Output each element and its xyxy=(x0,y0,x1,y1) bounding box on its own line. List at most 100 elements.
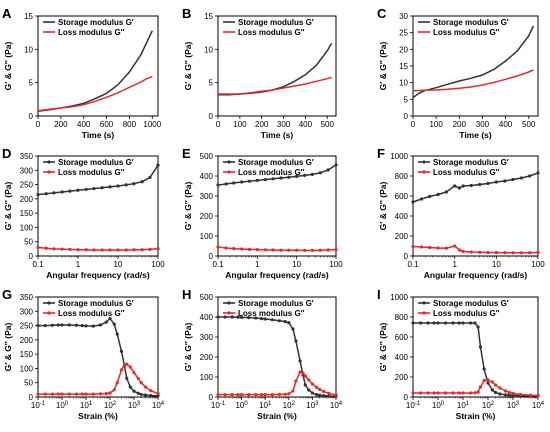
data-point xyxy=(139,381,143,385)
data-point xyxy=(156,163,160,167)
panel-d: D 0.1 1 10 100 0 50 100 150 200 250 300 350 Angular f… xyxy=(2,146,165,280)
data-point xyxy=(418,391,423,395)
data-point xyxy=(60,323,64,327)
data-point xyxy=(528,174,532,178)
data-point xyxy=(334,393,338,397)
data-point xyxy=(119,349,124,353)
panel-letter: E xyxy=(182,146,191,161)
x-axis-label: Angular frequency (rad/s) xyxy=(46,270,150,280)
series-line-loss xyxy=(217,246,337,252)
data-point xyxy=(125,376,129,381)
legend-marker xyxy=(422,311,426,315)
data-point xyxy=(518,392,523,397)
data-point xyxy=(334,163,338,167)
legend-marker xyxy=(422,301,426,305)
plot-frame xyxy=(412,155,539,257)
y-axis-label: G′ & G″ (Pa) xyxy=(183,182,193,231)
x-tick-label: 300 xyxy=(476,120,490,129)
x-tick-label: 104 xyxy=(152,401,165,410)
y-tick-label: 800 xyxy=(395,313,409,322)
legend-marker xyxy=(47,170,51,174)
data-point xyxy=(115,332,119,336)
data-point xyxy=(216,245,220,249)
data-point xyxy=(84,392,88,396)
data-point xyxy=(314,393,319,397)
y-tick-label: 300 xyxy=(20,166,34,175)
data-point xyxy=(60,392,64,396)
data-point xyxy=(255,178,259,182)
legend-label: Loss modulus G″ xyxy=(58,168,125,177)
data-point xyxy=(277,392,282,396)
data-point xyxy=(263,178,267,182)
y-axis-label: G′ & G″ (Pa) xyxy=(183,42,193,91)
x-tick-label: 100 xyxy=(233,120,247,129)
data-point xyxy=(443,391,448,395)
series-line-loss xyxy=(412,245,539,254)
data-point xyxy=(493,390,498,395)
data-point xyxy=(149,389,153,393)
data-point xyxy=(426,391,430,395)
x-axis-label: Strain (%) xyxy=(257,411,297,421)
data-point xyxy=(468,391,473,395)
data-point xyxy=(469,250,473,254)
data-point xyxy=(511,391,515,396)
data-point xyxy=(43,323,47,328)
series-line-loss xyxy=(218,76,332,95)
data-point xyxy=(232,181,236,185)
data-point xyxy=(156,246,160,251)
x-tick-label: 200 xyxy=(255,120,269,129)
data-point xyxy=(457,248,462,252)
data-point xyxy=(230,393,234,397)
data-point xyxy=(314,385,319,389)
legend-marker xyxy=(227,160,231,164)
data-point xyxy=(56,392,60,396)
data-point xyxy=(112,322,116,326)
x-tick-label: 10-1 xyxy=(31,401,46,410)
y-tick-label: 0 xyxy=(209,252,214,261)
data-point xyxy=(216,315,220,319)
data-point xyxy=(528,251,532,255)
data-point xyxy=(92,186,96,191)
plot-frame xyxy=(37,296,159,398)
data-point xyxy=(124,183,128,187)
data-point xyxy=(236,393,240,397)
series-line-loss xyxy=(218,371,337,396)
y-tick-label: 0 xyxy=(29,393,34,402)
legend-label: Loss modulus G″ xyxy=(433,28,500,37)
data-point xyxy=(263,393,267,397)
legend-label: Storage modulus G′ xyxy=(238,158,314,167)
y-tick-label: 400 xyxy=(395,353,409,362)
series-line-loss xyxy=(38,363,159,395)
x-tick-label: 0 xyxy=(411,120,416,129)
data-point xyxy=(263,317,267,321)
panel-letter: H xyxy=(182,287,191,302)
x-tick-label: 800 xyxy=(123,120,137,129)
data-point xyxy=(453,244,457,248)
series-line-storage xyxy=(38,317,159,397)
series-line-storage xyxy=(218,316,337,397)
data-point xyxy=(444,190,448,194)
data-point xyxy=(36,323,40,328)
x-tick-label: 100 xyxy=(56,401,69,410)
data-point xyxy=(44,246,48,250)
data-point xyxy=(100,248,104,252)
y-tick-label: 30 xyxy=(399,12,408,21)
y-tick-label: 100 xyxy=(200,373,214,382)
data-point xyxy=(432,391,436,395)
legend-label: Storage modulus G′ xyxy=(58,158,134,167)
data-point xyxy=(104,320,108,324)
data-point xyxy=(76,248,80,252)
plot-frame xyxy=(217,155,337,257)
data-point xyxy=(411,391,415,395)
data-point xyxy=(247,179,252,183)
x-tick-label: 500 xyxy=(321,120,335,129)
x-tick-label: 400 xyxy=(77,120,91,129)
panel-letter: C xyxy=(377,6,387,21)
legend-label: Loss modulus G″ xyxy=(238,309,305,318)
data-point xyxy=(148,247,152,252)
y-tick-label: 5 xyxy=(404,95,409,104)
x-axis-label: Time (s) xyxy=(82,130,115,140)
y-tick-label: 20 xyxy=(399,45,408,54)
data-point xyxy=(132,182,136,186)
panel-letter: I xyxy=(377,287,381,302)
